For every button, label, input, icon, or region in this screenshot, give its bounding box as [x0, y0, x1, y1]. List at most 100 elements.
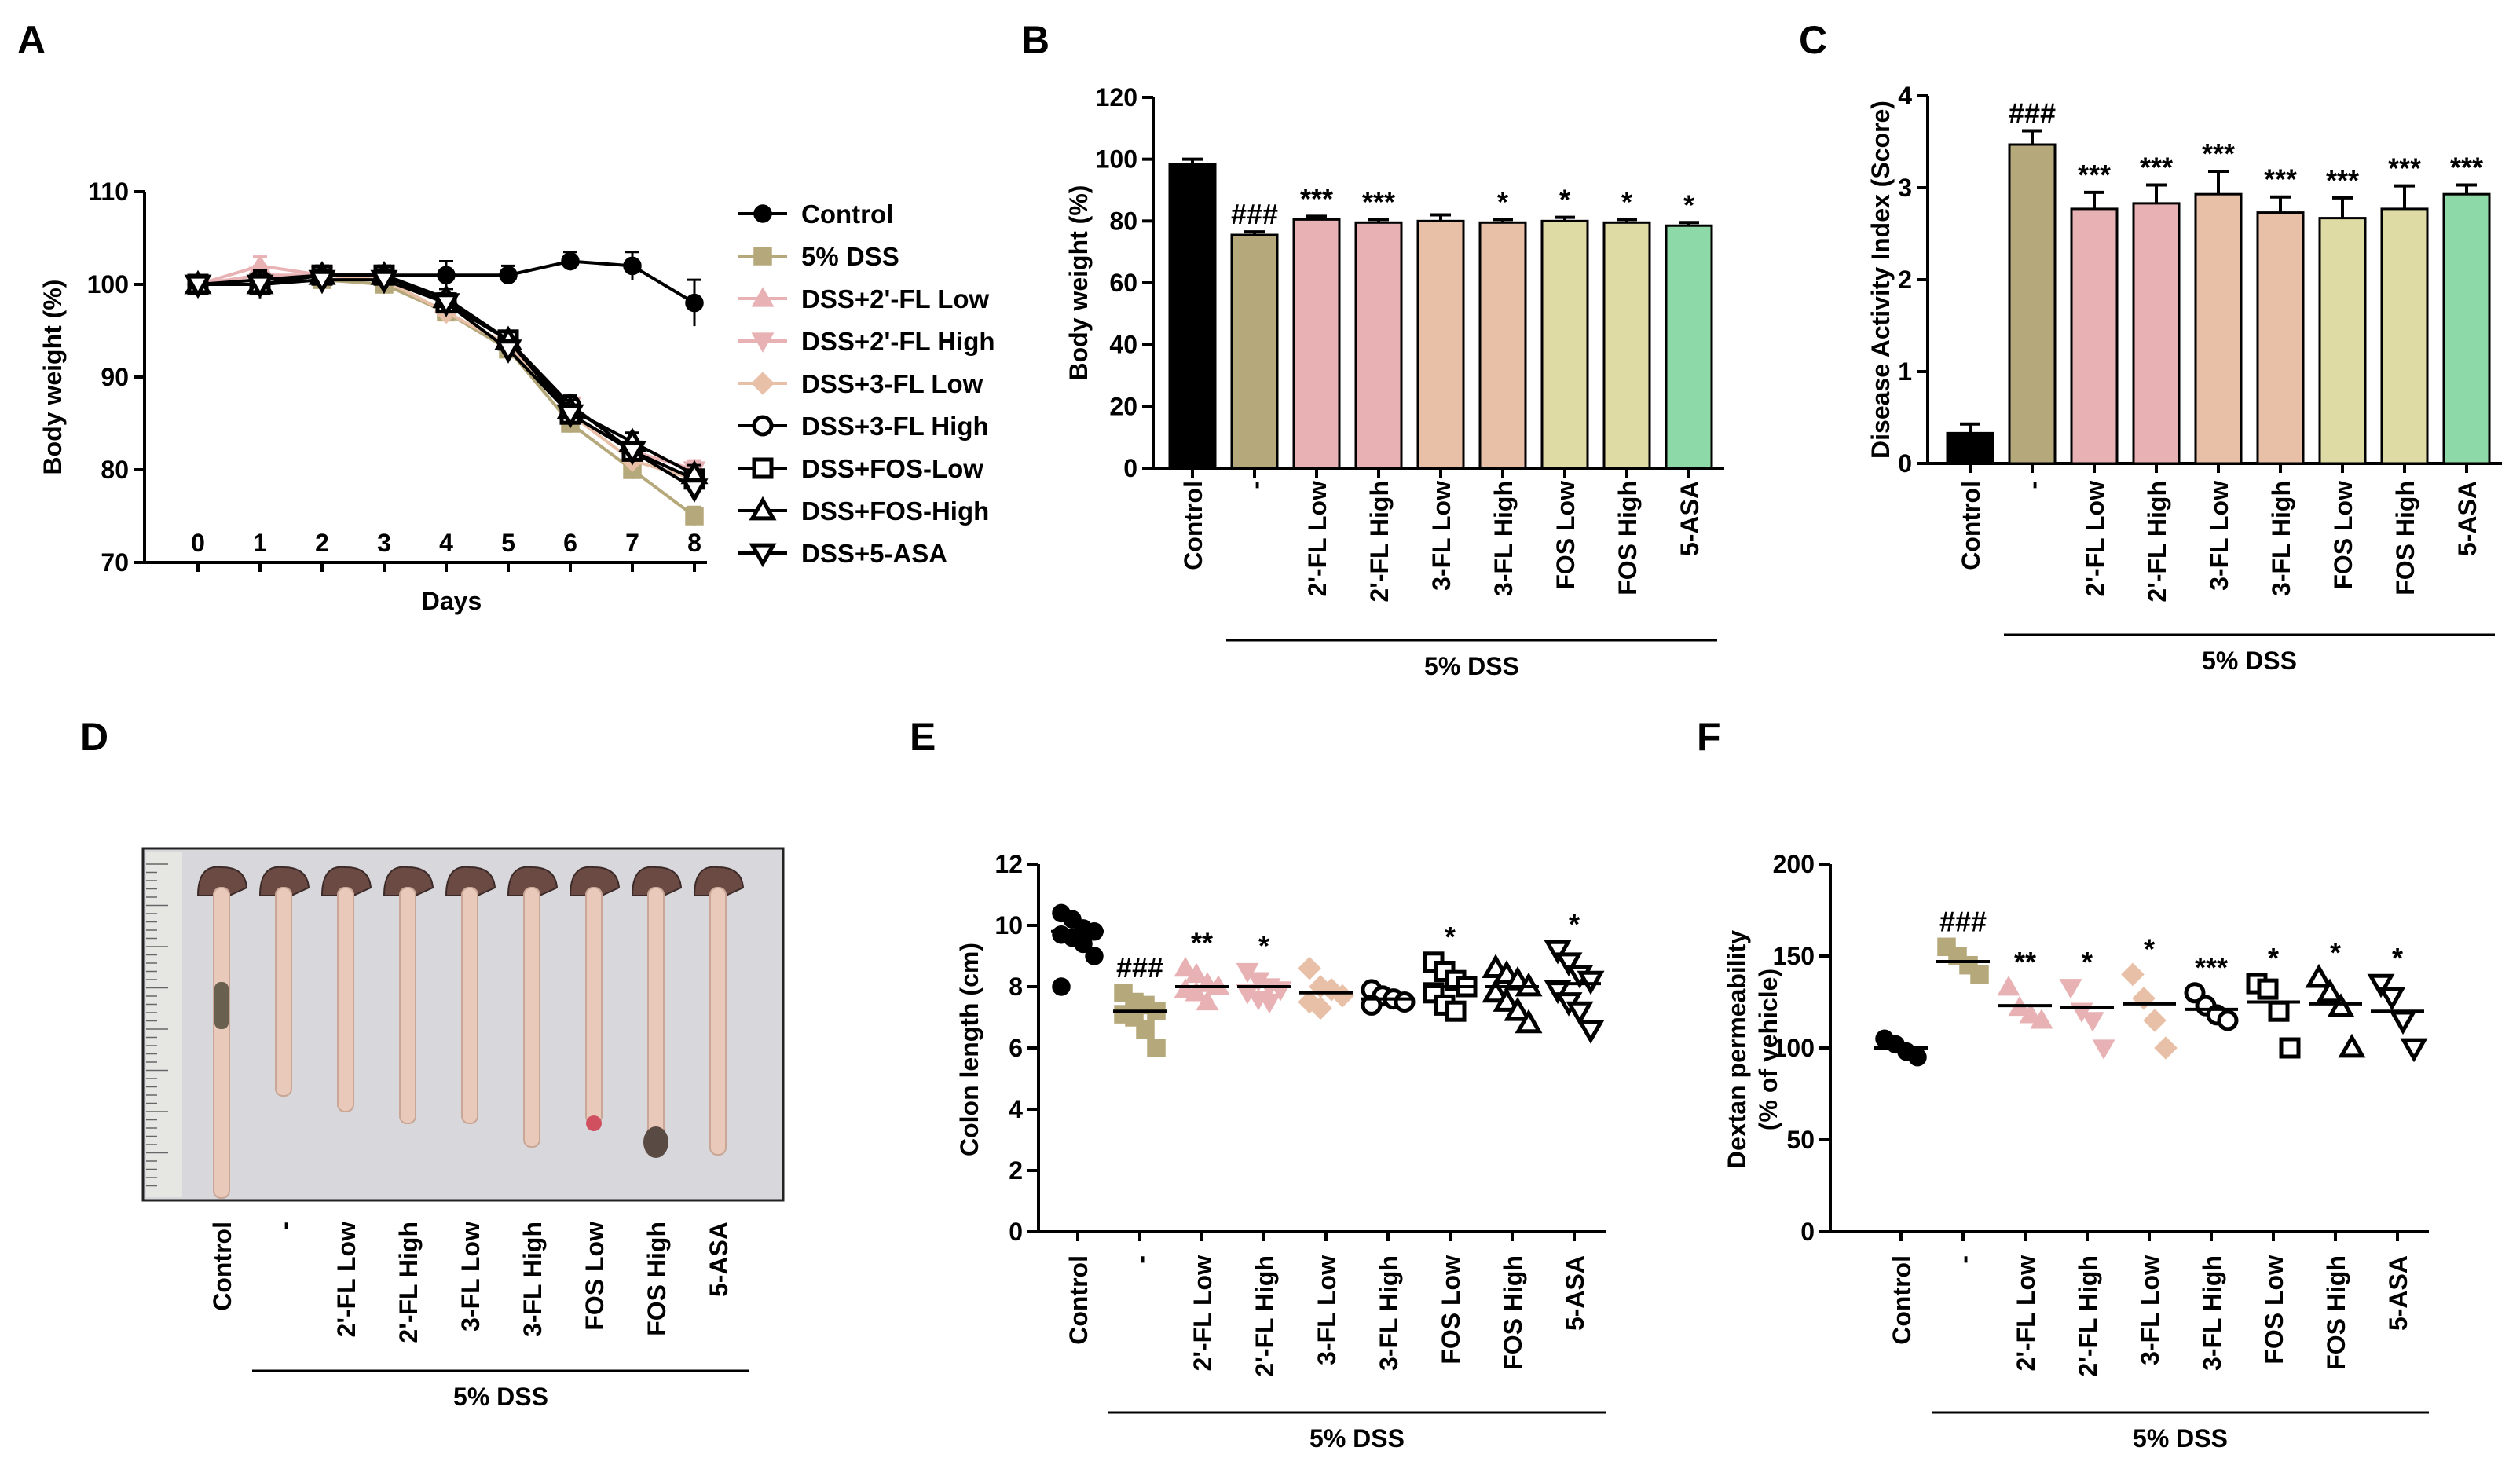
legend-marker [751, 287, 775, 307]
bar [1168, 163, 1217, 470]
bar [1946, 431, 1994, 465]
category-label: 5-ASA [2453, 481, 2482, 556]
category-label: 2'-FL Low [2081, 481, 2109, 597]
category-label: FOS Low [1551, 481, 1580, 590]
category-label: FOS High [2391, 481, 2419, 595]
colon-sample [631, 866, 683, 1158]
category-label: - [2019, 481, 2047, 489]
data-point [2092, 1039, 2115, 1060]
bleed [586, 1115, 602, 1131]
significance-label: *** [2140, 151, 2173, 183]
y-tick-label: 100 [1773, 1034, 1815, 1062]
y-axis-title: Disease Activity Index (Score) [1866, 101, 1895, 459]
colon-tissue [337, 887, 354, 1112]
y-tick-label: 50 [1786, 1126, 1815, 1154]
bar [1354, 221, 1403, 470]
y-tick-label: 0 [1009, 1218, 1023, 1246]
data-point [246, 274, 274, 299]
category-label: 3-FL Low [1313, 1255, 1341, 1365]
significance-label: *** [2078, 159, 2111, 191]
category-label: 2'-FL High [1251, 1255, 1279, 1377]
x-tick-label: 5 [501, 529, 515, 557]
colon-tissue [647, 887, 665, 1148]
x-tick-label: 1 [253, 529, 267, 557]
legend-entry: DSS+2'-FL High [801, 327, 995, 356]
legend-entry: DSS+5-ASA [801, 539, 947, 568]
colon-sample [445, 866, 496, 1124]
category-label: FOS Low [581, 1222, 609, 1331]
significance-label: *** [2264, 163, 2297, 196]
cecum [320, 866, 372, 896]
group-label: 5% DSS [1424, 652, 1519, 680]
data-point [2367, 973, 2395, 998]
data-point [618, 441, 646, 466]
data-point [1394, 991, 1416, 1013]
data-point [685, 507, 704, 526]
category-label: - [270, 1222, 299, 1230]
colon-tissue [585, 887, 603, 1124]
data-point [2154, 1036, 2178, 1060]
cecum [383, 866, 434, 896]
category-label: - [1241, 481, 1269, 489]
category-label: 3-FL Low [2205, 481, 2233, 591]
ruler [146, 852, 182, 1197]
data-point [1174, 956, 1197, 977]
data-point [1196, 990, 1219, 1011]
colon-sample [693, 866, 745, 1156]
data-point [1361, 994, 1383, 1016]
colon-tissue [523, 887, 540, 1148]
significance-label: ### [1231, 198, 1278, 230]
bar [2318, 217, 2367, 465]
bar [2132, 202, 2181, 465]
data-point [308, 269, 336, 295]
data-point [680, 478, 709, 503]
data-point [2338, 1033, 2366, 1058]
x-axis-title: Days [422, 587, 482, 615]
group-label: 5% DSS [1309, 1424, 1405, 1453]
category-label: 2'-FL High [394, 1222, 423, 1343]
legend-marker [752, 415, 774, 437]
category-label: 5-ASA [705, 1222, 733, 1297]
bar [1478, 221, 1527, 470]
x-tick-label: 8 [687, 529, 701, 557]
data-point [1566, 1001, 1594, 1026]
y-axis-title-2: (% of vehicle) [1754, 969, 1782, 1130]
significance-label: ### [1116, 951, 1163, 984]
category-label: 3-FL Low [1427, 481, 1456, 591]
y-axis-title: Body weight (%) [1064, 185, 1093, 381]
data-point [494, 339, 522, 364]
colon-sample [320, 866, 372, 1112]
cecum [569, 866, 621, 896]
bar [1416, 219, 1465, 470]
cecum [693, 866, 745, 896]
y-tick-label: 100 [1096, 145, 1137, 174]
significance-label: * [2392, 942, 2403, 974]
y-axis-title: Colon length (cm) [955, 943, 983, 1156]
data-point [370, 269, 398, 295]
bar [1230, 233, 1279, 470]
data-point [1136, 1020, 1155, 1039]
y-axis-title: Body weight (%) [38, 280, 67, 475]
y-tick-label: 3 [1898, 174, 1912, 202]
category-label: 5-ASA [2384, 1255, 2412, 1331]
y-tick-label: 2 [1009, 1156, 1023, 1185]
data-point [2184, 982, 2206, 1004]
category-label: 3-FL Low [2136, 1255, 2164, 1365]
significance-label: * [1445, 921, 1456, 953]
data-point [2327, 993, 2355, 1017]
bar [2194, 192, 2243, 465]
data-point [2030, 1009, 2053, 1029]
significance-label: * [2268, 942, 2279, 974]
significance-label: * [2144, 932, 2155, 965]
data-point [2217, 1009, 2239, 1031]
category-label: Control [208, 1222, 236, 1311]
significance-label: ### [2009, 97, 2056, 129]
category-label: FOS High [1613, 481, 1642, 595]
data-point [2019, 1003, 2042, 1024]
y-tick-label: 90 [101, 363, 129, 391]
data-point [1258, 993, 1281, 1014]
colon-tissue [709, 887, 727, 1156]
colon-sample [569, 866, 621, 1131]
y-tick-label: 80 [101, 456, 129, 484]
